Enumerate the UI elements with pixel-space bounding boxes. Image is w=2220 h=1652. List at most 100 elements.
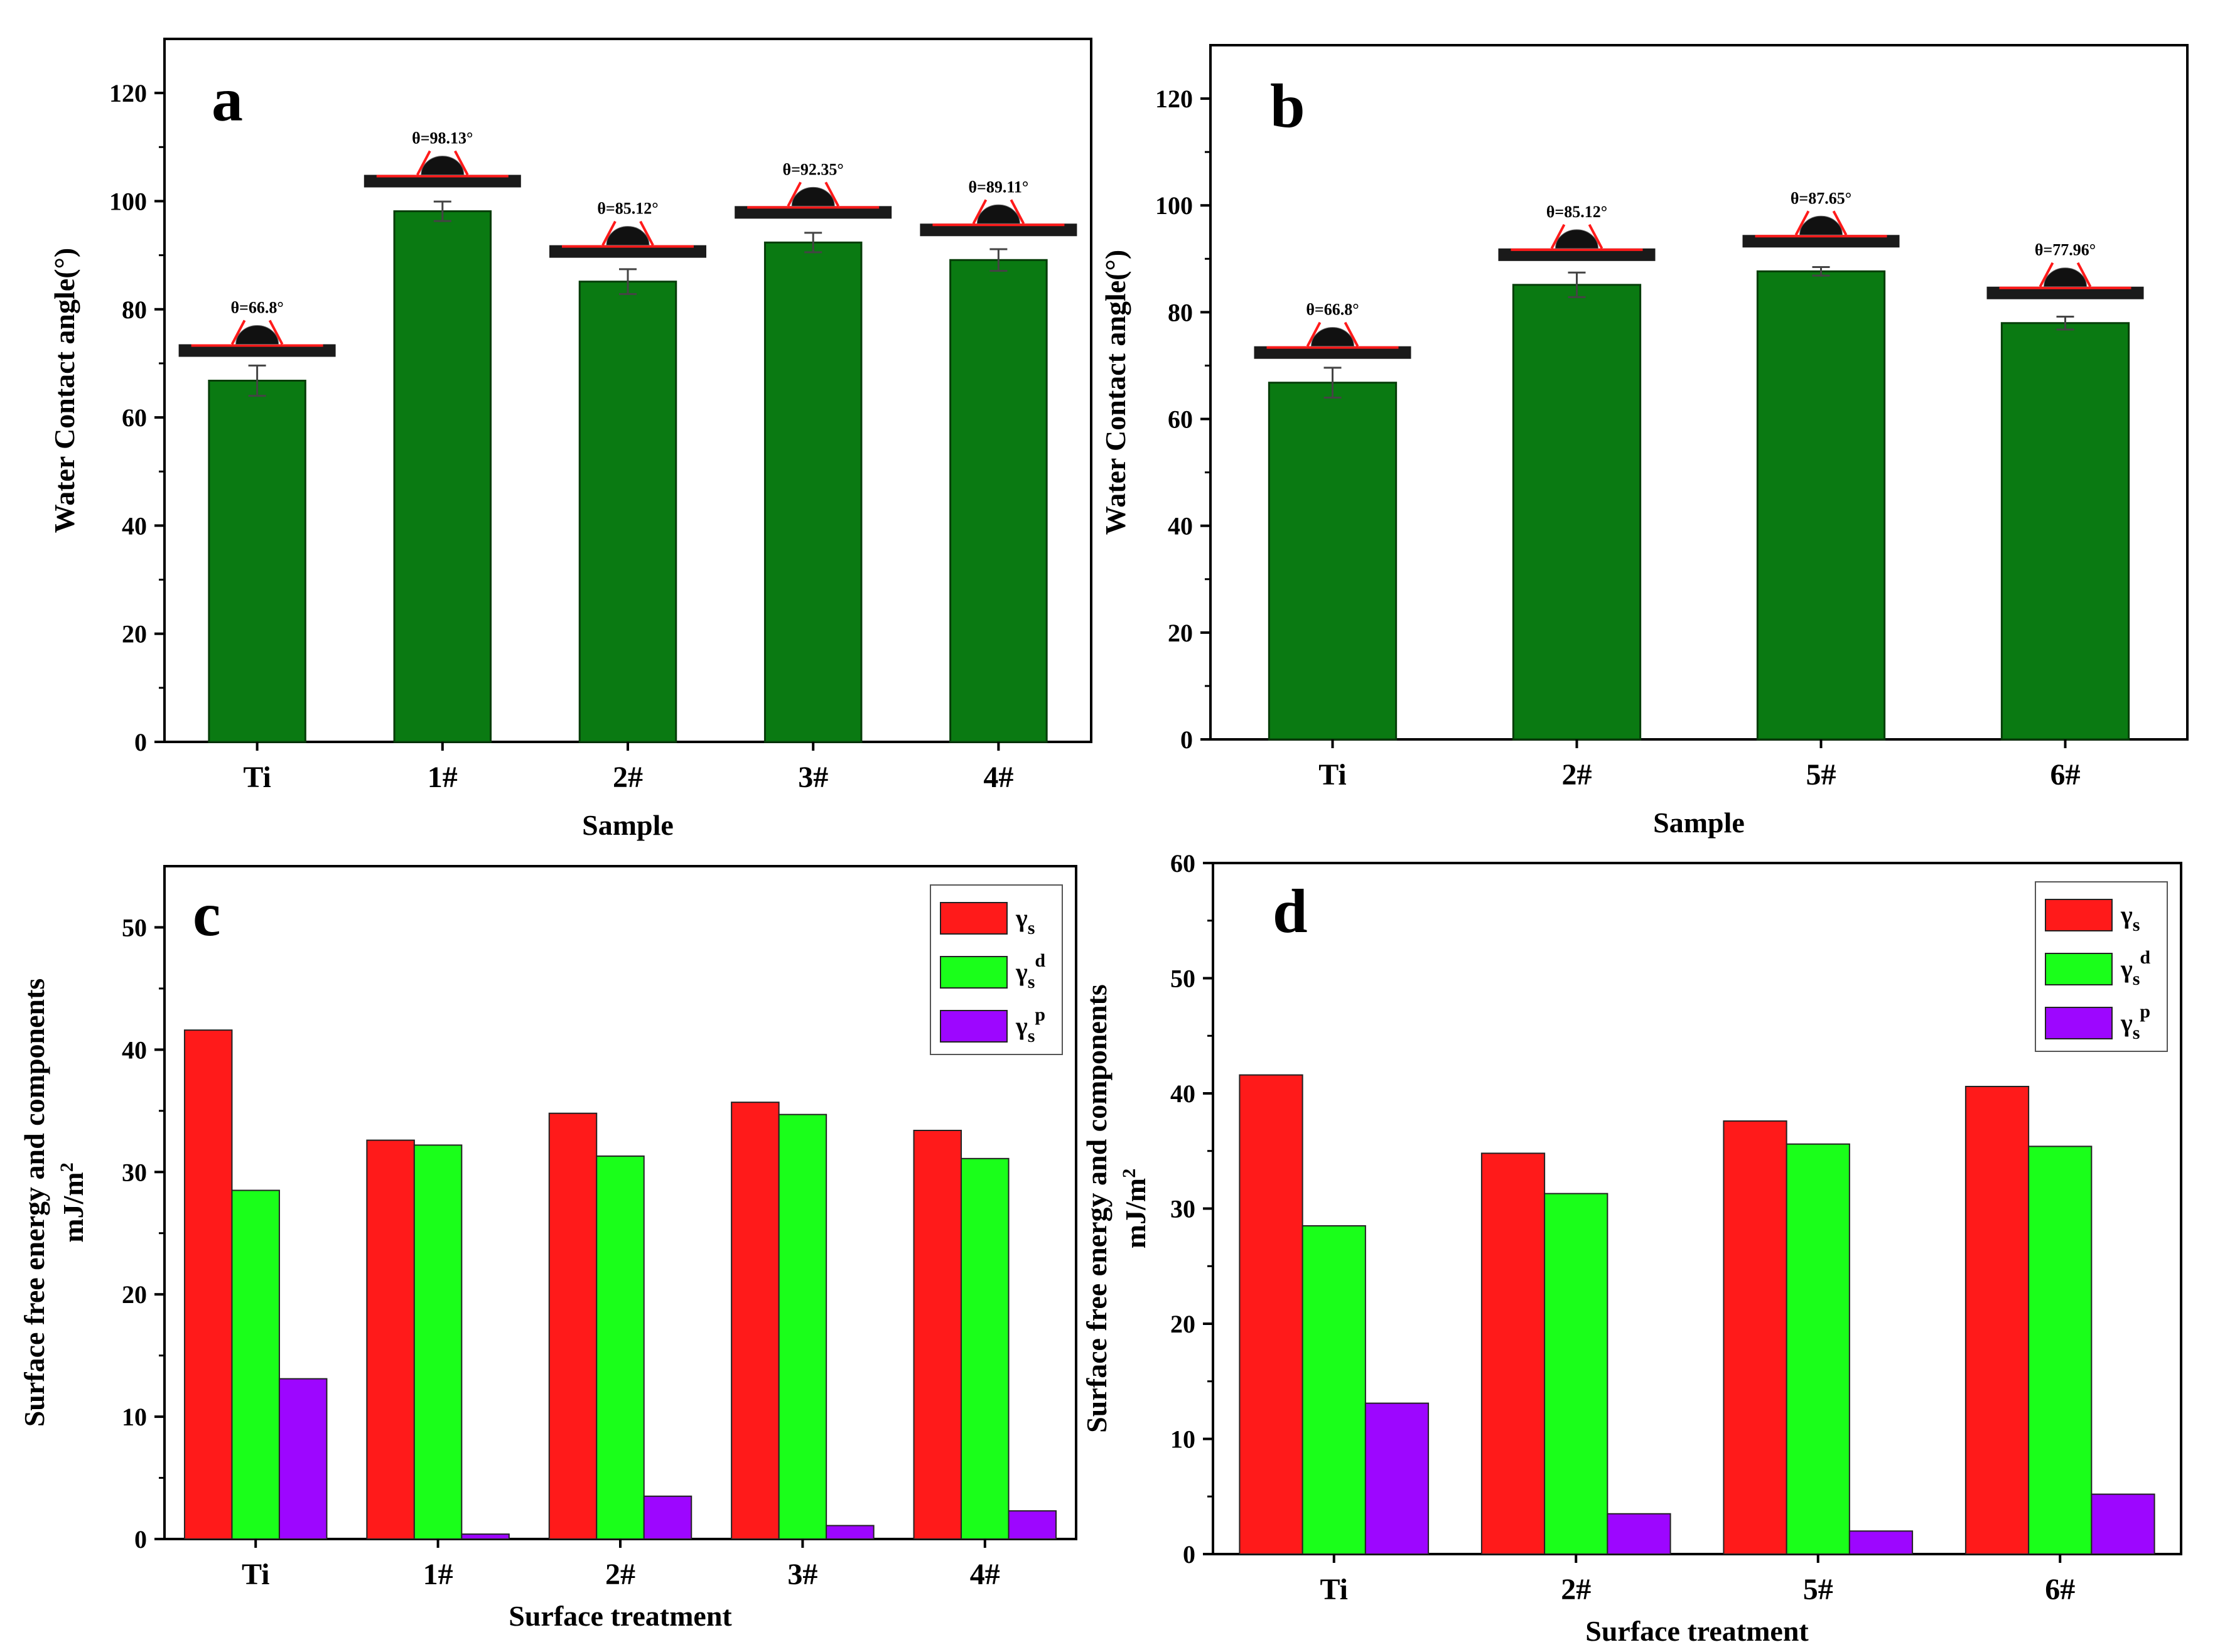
legend-label: γsd (2120, 947, 2150, 989)
tangent-line (1588, 223, 1603, 249)
bar (278, 1378, 328, 1540)
tangent-line (2076, 262, 2092, 287)
bar (2028, 1145, 2093, 1555)
tangent-line (639, 220, 654, 246)
x-tick-label: 2# (1562, 758, 1592, 791)
y-tick-label: 0 (134, 728, 147, 756)
bar (1786, 1143, 1850, 1555)
y-tick-label: 60 (1170, 849, 1195, 877)
legend-label: γs (1015, 904, 1035, 938)
droplet (1555, 229, 1599, 249)
angle-annotation: θ=85.12° (1546, 203, 1607, 221)
bar (2091, 1493, 2155, 1555)
substrate (1742, 235, 1900, 248)
droplet (976, 204, 1020, 224)
legend: γs γsd γsp (2035, 881, 2168, 1052)
y-tick-label: 120 (1155, 85, 1193, 113)
panel-label: c (193, 879, 220, 949)
substrate (178, 344, 336, 357)
y-axis-title: Water Contact angle(°) (1099, 250, 1131, 535)
bar (1756, 270, 1886, 741)
panel-label: a (212, 65, 243, 134)
tangent-line (1550, 223, 1566, 249)
bar (731, 1102, 780, 1540)
legend-swatch (940, 1010, 1008, 1043)
plot-frame (1209, 44, 2189, 741)
bar (763, 241, 863, 743)
droplet-inset (735, 181, 892, 219)
chart-panel-b: 0 20 40 60 80 100 120 Ti θ=66.8° 2# θ=85.12° 5# θ=87… (1099, 44, 2189, 839)
x-axis-title: Surface treatment (1585, 1615, 1809, 1647)
bar (913, 1130, 962, 1540)
x-tick-label: 4# (970, 1558, 1000, 1591)
x-tick-label: 5# (1803, 1573, 1833, 1606)
bar (1723, 1120, 1787, 1555)
x-tick-label: 6# (2050, 758, 2081, 791)
angle-annotation: θ=85.12° (597, 200, 658, 218)
y-tick-label: 60 (122, 404, 147, 432)
tangent-line (268, 319, 284, 345)
legend-label: γsp (1015, 1004, 1045, 1046)
legend-label: γsp (2120, 1001, 2150, 1043)
x-tick-label: 3# (787, 1558, 817, 1591)
legend-label: γsd (1015, 950, 1045, 992)
y-tick-label: 20 (122, 620, 147, 648)
tangent-line (1344, 321, 1359, 347)
y-axis-unit: mJ/m2 (57, 1162, 89, 1242)
droplet-inset (1254, 321, 1411, 359)
droplet-inset (1742, 210, 1900, 248)
droplet (791, 186, 835, 206)
tangent-line (416, 150, 431, 176)
angle-annotation: θ=77.96° (2035, 241, 2096, 259)
y-tick-label: 100 (1155, 191, 1193, 220)
bar (393, 210, 492, 743)
droplet-inset (1986, 262, 2144, 299)
bar (461, 1533, 510, 1540)
x-axis-title: Surface treatment (509, 1600, 732, 1632)
bar (1544, 1193, 1608, 1555)
x-tick-label: Ti (243, 761, 271, 794)
legend: γs γsd γsp (930, 884, 1063, 1055)
droplet (421, 156, 465, 176)
angle-annotation: θ=87.65° (1791, 189, 1851, 207)
x-tick-label: 4# (983, 761, 1013, 794)
y-tick-label: 20 (1170, 1310, 1195, 1338)
y-axis-title: Surface free energy and components (1080, 984, 1113, 1433)
panel-label: d (1273, 876, 1308, 946)
x-tick-label: 1# (428, 761, 458, 794)
bar (1480, 1152, 1546, 1555)
tangent-line (230, 319, 246, 345)
substrate (1986, 286, 2144, 299)
bar (1964, 1085, 2030, 1555)
y-tick-label: 30 (1170, 1195, 1195, 1223)
bar (1301, 1225, 1366, 1555)
bar (413, 1144, 463, 1540)
bar (183, 1029, 233, 1540)
angle-annotation: θ=89.11° (968, 178, 1028, 196)
droplet (606, 226, 650, 246)
x-tick-label: Ti (1318, 758, 1346, 791)
y-tick-label: 100 (109, 187, 147, 215)
y-tick-label: 20 (1168, 619, 1193, 647)
x-tick-label: Ti (1320, 1573, 1348, 1606)
bar (778, 1113, 827, 1540)
y-axis-unit: mJ/m2 (1119, 1169, 1151, 1248)
y-tick-label: 30 (122, 1158, 147, 1186)
chart-panel-c: 0 10 20 30 40 50 Ti 1# 2# 3# 4# γs γsd γsp Surface tre… (18, 865, 1077, 1632)
droplet-inset (920, 199, 1077, 237)
bar (961, 1157, 1010, 1540)
tangent-line (972, 199, 988, 225)
legend-swatch (940, 902, 1008, 935)
bar (578, 281, 677, 743)
tangent-line (1010, 199, 1025, 225)
legend-swatch (2045, 1007, 2113, 1039)
x-tick-label: 2# (1561, 1573, 1591, 1606)
x-tick-label: Ti (242, 1558, 269, 1591)
y-tick-label: 80 (122, 296, 147, 324)
angle-annotation: θ=98.13° (412, 129, 473, 148)
y-tick-label: 0 (1183, 1540, 1195, 1569)
angle-annotation: θ=66.8° (1306, 301, 1359, 319)
x-tick-label: 5# (1806, 758, 1836, 791)
y-tick-label: 40 (122, 1036, 147, 1064)
